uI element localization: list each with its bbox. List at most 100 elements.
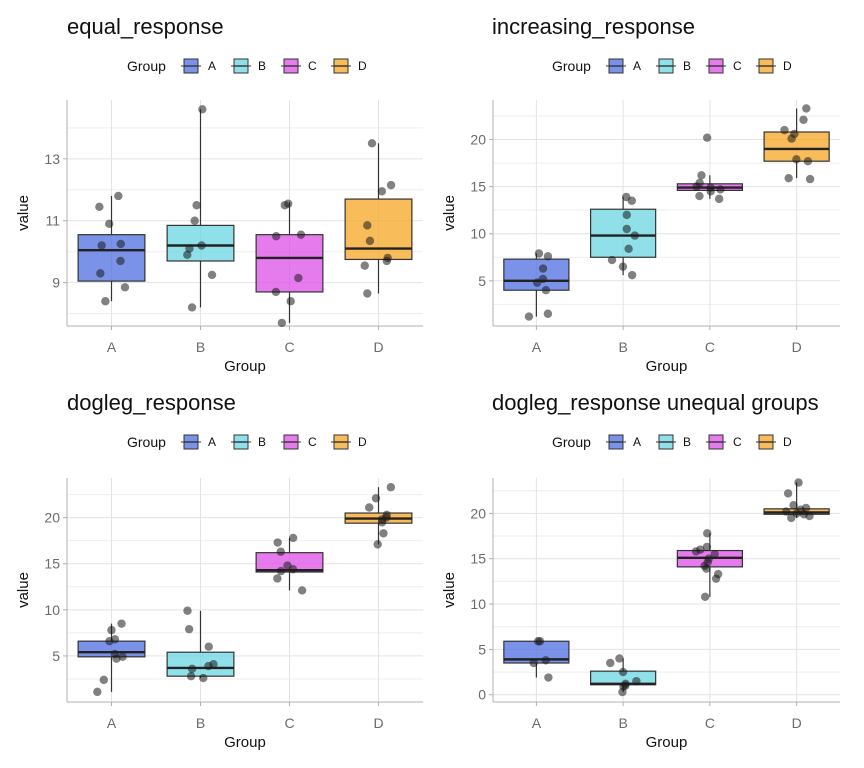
box-body	[589, 208, 657, 258]
data-point	[271, 287, 281, 297]
chart-title: dogleg_response unequal groups	[492, 390, 819, 415]
box-body	[255, 234, 324, 293]
y-tick-label: 10	[470, 226, 486, 242]
y-tick-label: 20	[44, 510, 60, 526]
data-point	[95, 202, 104, 212]
data-point	[700, 592, 710, 602]
gridlines	[67, 478, 423, 702]
x-tick-label: D	[373, 339, 383, 355]
y-tick-label: 5	[478, 641, 486, 657]
data-point	[627, 196, 636, 205]
legend-key-a: A	[606, 434, 641, 450]
data-point	[529, 658, 538, 668]
data-point	[805, 511, 814, 521]
y-tick-label: 15	[44, 556, 60, 572]
legend-label-c: C	[308, 59, 317, 73]
data-point	[116, 239, 125, 249]
box-b	[166, 109, 235, 308]
data-point	[286, 297, 295, 306]
y-axis-label: value	[15, 195, 32, 231]
box-b	[166, 610, 235, 679]
legend-key-c: C	[281, 58, 317, 74]
legend-label-d: D	[358, 435, 367, 449]
data-point	[187, 664, 197, 674]
box-body	[77, 234, 146, 282]
legend-key-a: A	[181, 58, 216, 74]
data-point	[107, 625, 116, 635]
legend-label-a: A	[633, 59, 641, 73]
y-tick-label: 15	[470, 179, 486, 195]
data-point	[386, 180, 396, 190]
data-point	[101, 297, 110, 306]
data-point	[716, 185, 725, 194]
x-tick-label: C	[284, 715, 294, 731]
data-point	[789, 501, 798, 510]
box-d	[763, 108, 830, 179]
data-point	[622, 224, 631, 234]
legend-title: Group	[552, 58, 591, 74]
data-point	[277, 318, 287, 328]
data-point	[697, 171, 706, 180]
x-tick-label: D	[792, 339, 802, 355]
legend-key-d: D	[756, 434, 792, 450]
data-point	[276, 547, 285, 556]
data-point	[524, 312, 534, 321]
data-point	[365, 503, 374, 512]
data-point	[706, 187, 715, 196]
data-point	[288, 565, 298, 574]
data-point	[714, 194, 724, 204]
data-point	[702, 564, 711, 573]
y-tick-label: 20	[470, 505, 486, 521]
x-tick-label: B	[196, 339, 205, 355]
data-point	[192, 201, 201, 210]
legend-key-a: A	[181, 434, 216, 450]
data-point	[97, 241, 106, 250]
data-point	[117, 619, 126, 628]
data-point	[784, 173, 793, 183]
data-point	[691, 547, 701, 556]
data-point	[297, 586, 307, 595]
data-point	[363, 289, 372, 298]
y-tick-label: 20	[470, 132, 486, 148]
data-point	[360, 261, 369, 270]
data-point	[702, 133, 712, 142]
data-point	[543, 309, 553, 318]
x-tick-label: C	[705, 715, 715, 731]
data-point	[280, 201, 290, 210]
legend-key-c: C	[706, 434, 742, 450]
data-point	[184, 624, 194, 634]
legend-label-c: C	[733, 59, 742, 73]
legend-key-d: D	[331, 58, 367, 74]
data-point	[534, 249, 544, 258]
data-point	[615, 654, 624, 663]
x-axis-label: Group	[224, 358, 266, 375]
data-point	[541, 656, 550, 665]
data-point	[207, 270, 217, 280]
data-point	[116, 256, 125, 266]
legend-key-c: C	[706, 58, 742, 74]
y-tick-label: 0	[478, 687, 486, 703]
x-tick-label: C	[284, 339, 294, 355]
data-point	[187, 303, 197, 312]
legend-label-c: C	[308, 435, 317, 449]
data-point	[618, 687, 627, 697]
y-tick-label: 5	[52, 648, 60, 664]
chart-title: dogleg_response	[67, 390, 236, 415]
legend-label-a: A	[208, 435, 216, 449]
legend-key-d: D	[756, 58, 792, 74]
data-point	[544, 673, 553, 682]
data-point	[607, 255, 617, 265]
legend-label-a: A	[633, 435, 641, 449]
data-point	[618, 262, 628, 271]
legend-title: Group	[127, 434, 166, 450]
y-axis-label: value	[441, 572, 458, 608]
y-tick-label: 11	[45, 213, 60, 229]
data-point	[197, 241, 206, 250]
x-tick-label: A	[107, 339, 117, 355]
legend-label-d: D	[783, 435, 792, 449]
data-point	[373, 540, 382, 549]
data-point	[186, 671, 196, 681]
legend: Group A B C D	[127, 58, 367, 74]
data-point	[787, 134, 796, 143]
